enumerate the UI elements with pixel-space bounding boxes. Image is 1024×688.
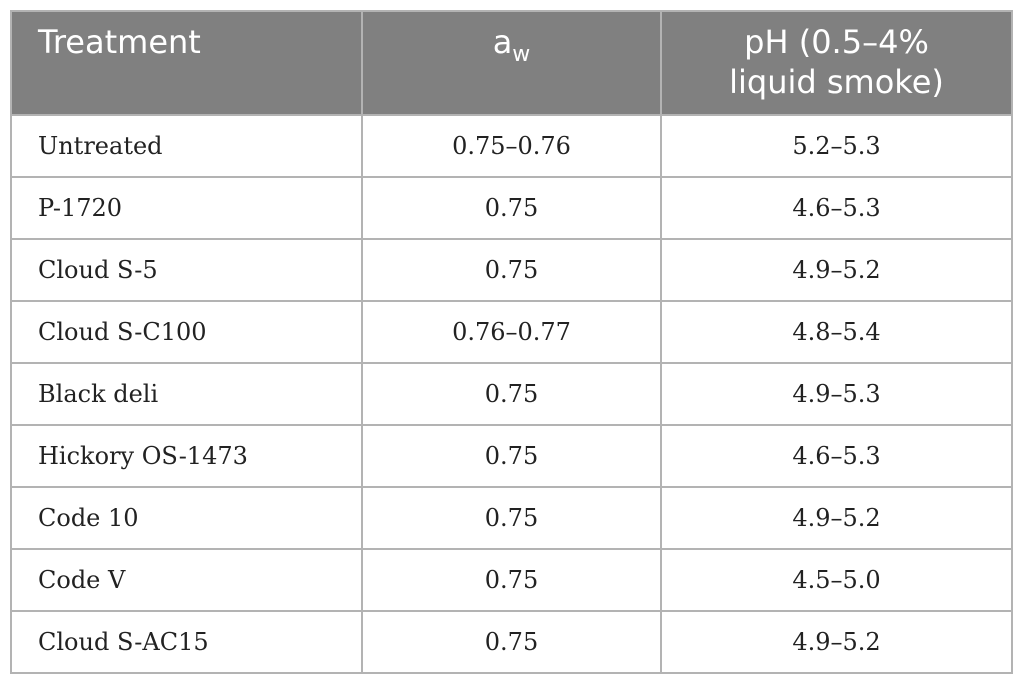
table-row: Cloud S-5 0.75 4.9–5.2 [10,238,1013,302]
cell-water-activity: 0.75 [361,238,662,302]
cell-water-activity: 0.75 [361,424,662,488]
header-row: Treatment aw pH (0.5–4% liquid smoke) [10,10,1013,116]
cell-ph: 5.2–5.3 [660,114,1013,178]
cell-ph: 4.9–5.2 [660,238,1013,302]
table-row: Hickory OS-1473 0.75 4.6–5.3 [10,424,1013,488]
cell-ph: 4.6–5.3 [660,176,1013,240]
header-ph-text: pH (0.5–4% liquid smoke) [729,23,944,101]
cell-water-activity: 0.75 [361,548,662,612]
table-header: Treatment aw pH (0.5–4% liquid smoke) [10,10,1013,116]
header-treatment: Treatment [10,10,363,116]
cell-water-activity: 0.75 [361,176,662,240]
cell-water-activity: 0.75 [361,610,662,674]
cell-ph: 4.9–5.3 [660,362,1013,426]
cell-treatment: Cloud S-C100 [10,300,363,364]
cell-water-activity: 0.76–0.77 [361,300,662,364]
cell-treatment: Cloud S-AC15 [10,610,363,674]
table-row: Black deli 0.75 4.9–5.3 [10,362,1013,426]
cell-ph: 4.9–5.2 [660,610,1013,674]
cell-water-activity: 0.75 [361,486,662,550]
table-row: Code V 0.75 4.5–5.0 [10,548,1013,612]
header-water-activity: aw [361,10,662,116]
header-aw-base: a [492,23,513,61]
table-row: Code 10 0.75 4.9–5.2 [10,486,1013,550]
table-row: P-1720 0.75 4.6–5.3 [10,176,1013,240]
table-row: Untreated 0.75–0.76 5.2–5.3 [10,114,1013,178]
cell-ph: 4.6–5.3 [660,424,1013,488]
header-ph: pH (0.5–4% liquid smoke) [660,10,1013,116]
cell-ph: 4.8–5.4 [660,300,1013,364]
cell-ph: 4.5–5.0 [660,548,1013,612]
cell-treatment: Black deli [10,362,363,426]
treatment-table: Treatment aw pH (0.5–4% liquid smoke) Un… [10,10,1013,674]
cell-treatment: Cloud S-5 [10,238,363,302]
data-table-container: Treatment aw pH (0.5–4% liquid smoke) Un… [10,10,1013,674]
cell-water-activity: 0.75–0.76 [361,114,662,178]
cell-treatment: P-1720 [10,176,363,240]
cell-treatment: Hickory OS-1473 [10,424,363,488]
cell-treatment: Code 10 [10,486,363,550]
table-body: Untreated 0.75–0.76 5.2–5.3 P-1720 0.75 4.6–5… [10,114,1013,674]
table-row: Cloud S-AC15 0.75 4.9–5.2 [10,610,1013,674]
cell-ph: 4.9–5.2 [660,486,1013,550]
cell-treatment: Untreated [10,114,363,178]
header-aw-subscript: w [512,42,531,67]
table-row: Cloud S-C100 0.76–0.77 4.8–5.4 [10,300,1013,364]
cell-treatment: Code V [10,548,363,612]
cell-water-activity: 0.75 [361,362,662,426]
